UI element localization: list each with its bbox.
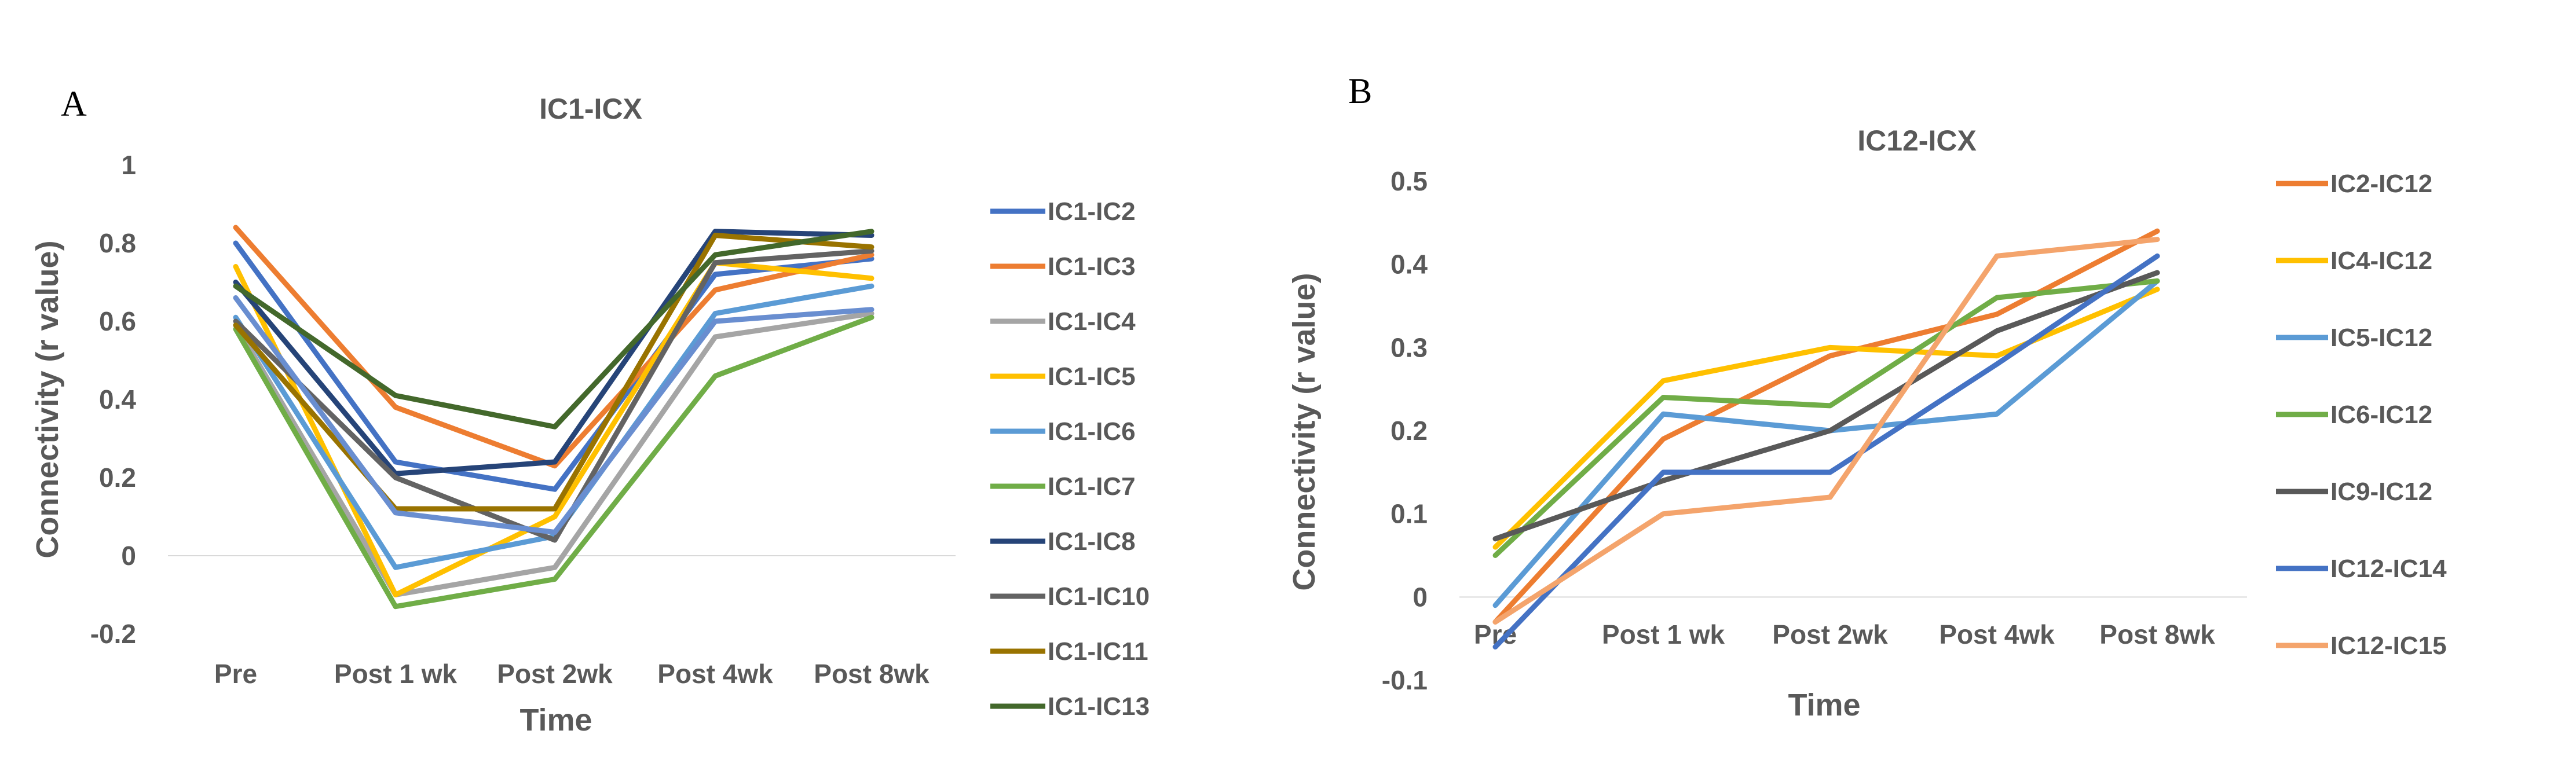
chart-b-legend-label: IC2-IC12 [2330, 170, 2432, 198]
chart-a-y-tick: 0.6 [99, 306, 136, 336]
chart-b-x-tick: Post 1 wk [1602, 619, 1725, 649]
chart-b-y-tick: 0.2 [1391, 416, 1428, 446]
panel-a-label: A [61, 85, 87, 124]
chart-a-series-line-ic1-ic3 [233, 225, 874, 469]
chart-b-x-axis-label: Time [1788, 688, 1860, 722]
chart-b-series-line-ic4-ic12 [1492, 287, 2160, 550]
chart-a: IC1-ICX -0.2 0 0.2 0.4 0.6 0.8 1 Pre Post 1 wk Pos… [30, 93, 1150, 737]
chart-a-legend-label: IC1-IC6 [1048, 417, 1136, 446]
chart-a-title: IC1-ICX [539, 93, 642, 125]
chart-a-series-line-ic1-ic11 [233, 233, 874, 512]
chart-a-y-tick: 0.8 [99, 228, 136, 258]
chart-a-y-tick: -0.2 [90, 619, 136, 649]
chart-a-series-line-ic1-ic10 [233, 248, 874, 543]
chart-b-y-tick: 0 [1413, 582, 1428, 612]
chart-a-series-line-ic1-ic4 [233, 311, 874, 597]
chart-b-title: IC12-ICX [1857, 124, 1977, 157]
panel-b-label: B [1348, 72, 1372, 111]
chart-b-x-tick: Post 2wk [1772, 619, 1888, 649]
chart-b-legend-label: IC5-IC12 [2330, 324, 2432, 352]
chart-a-legend-label: IC1-IC11 [1048, 637, 1148, 666]
chart-a-x-tick: Post 8wk [814, 659, 930, 689]
chart-a-legend-label: IC1-IC4 [1048, 307, 1136, 336]
chart-b-legend-label: IC6-IC12 [2330, 401, 2432, 429]
chart-a-x-tick: Pre [214, 659, 257, 689]
chart-a-legend-label: IC1-IC7 [1048, 472, 1136, 501]
chart-a-y-tick: 0 [121, 541, 136, 571]
chart-b-legend-label: IC12-IC14 [2330, 555, 2447, 583]
chart-a-legend-label: IC1-IC8 [1048, 527, 1136, 556]
chart-a-series-line-unlabeled-10 [233, 295, 874, 535]
chart-a-x-tick: Post 4wk [657, 659, 773, 689]
chart-a-x-tick: Post 1 wk [334, 659, 458, 689]
chart-b-x-tick: Post 4wk [1939, 619, 2055, 649]
chart-a-legend-label: IC1-IC5 [1048, 362, 1136, 391]
chart-a-series-line-ic1-ic13 [233, 229, 874, 430]
chart-a-y-axis-label: Connectivity (r value) [30, 240, 65, 558]
chart-a-y-tick: 0.2 [99, 463, 136, 493]
chart-b-y-tick: 0.1 [1391, 499, 1428, 529]
chart-b-y-tick: 0.4 [1391, 249, 1428, 280]
chart-b-x-tick: Post 8wk [2099, 619, 2215, 649]
chart-b-legend-label: IC4-IC12 [2330, 247, 2432, 275]
chart-b-y-tick: 0.5 [1391, 166, 1428, 196]
chart-a-legend-label: IC1-IC2 [1048, 197, 1136, 226]
chart-b-legend-label: IC12-IC15 [2330, 632, 2447, 660]
chart-b-y-tick: 0.3 [1391, 332, 1428, 362]
chart-a-y-tick: 0.4 [99, 384, 136, 414]
chart-a-x-tick: Post 2wk [497, 659, 613, 689]
chart-b-series-line-ic12-ic14 [1492, 253, 2160, 650]
chart-a-legend-label: IC1-IC10 [1048, 582, 1150, 611]
chart-a-legend-label: IC1-IC3 [1048, 252, 1136, 281]
chart-b-series-line-ic12-ic15 [1492, 237, 2160, 625]
chart-b-legend-label: IC9-IC12 [2330, 478, 2432, 506]
chart-a-x-axis-label: Time [519, 703, 592, 737]
chart-b-y-axis-label: Connectivity (r value) [1287, 273, 1322, 590]
chart-b-series-line-ic6-ic12 [1492, 278, 2160, 558]
chart-a-series-line-ic1-ic2 [233, 240, 874, 492]
chart-a-series-line-ic1-ic8 [233, 229, 874, 476]
chart-a-legend-label: IC1-IC13 [1048, 692, 1150, 721]
chart-b-y-tick: -0.1 [1382, 665, 1428, 695]
chart-b-series-line-ic9-ic12 [1492, 270, 2160, 542]
chart-a-y-tick: 1 [121, 150, 136, 180]
chart-a-series-line-ic1-ic7 [233, 314, 874, 610]
